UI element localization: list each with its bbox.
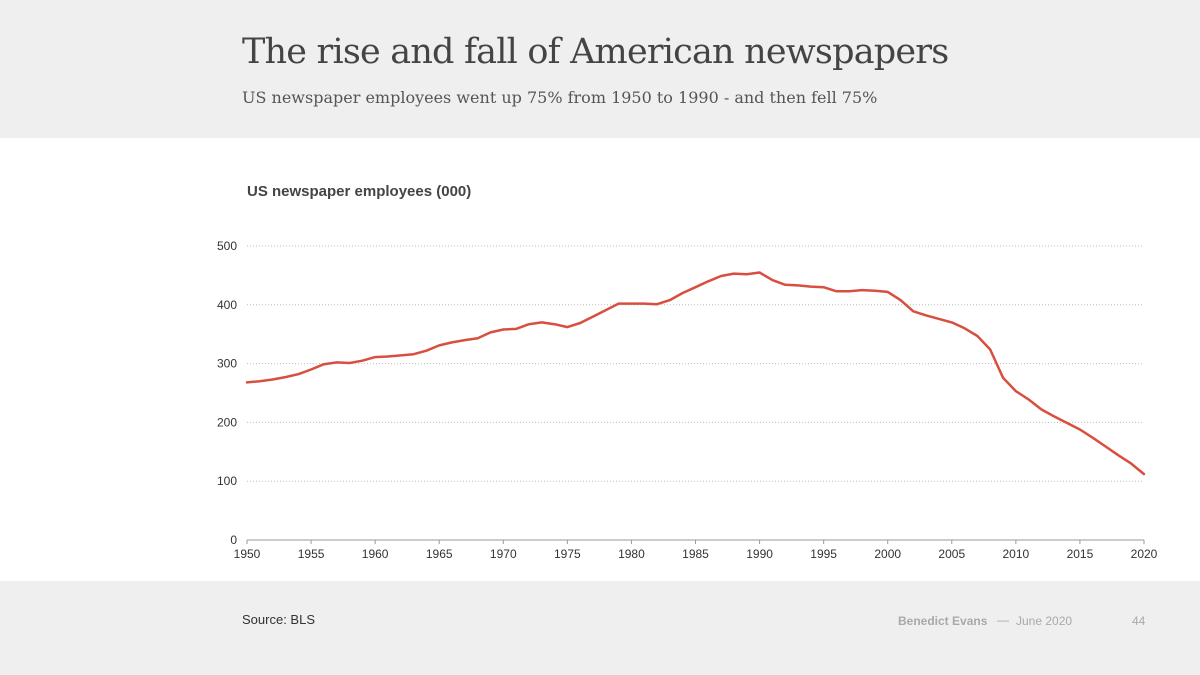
chart-series <box>245 271 1146 476</box>
x-tick-label: 1975 <box>554 547 581 561</box>
footer-band <box>0 581 1200 675</box>
y-tick-label: 500 <box>217 239 237 253</box>
y-tick-label: 200 <box>217 415 237 429</box>
series-line <box>245 271 1146 476</box>
chart-title: US newspaper employees (000) <box>247 183 471 200</box>
footer-separator: — <box>997 613 1009 627</box>
x-tick-label: 1980 <box>618 547 645 561</box>
slide-subtitle: US newspaper employees went up 75% from … <box>242 88 878 107</box>
x-tick-label: 1995 <box>810 547 837 561</box>
line-chart: US newspaper employees (000) 0 100 200 300 4… <box>217 183 1158 561</box>
x-tick-label: 2005 <box>938 547 965 561</box>
y-tick-label: 100 <box>217 474 237 488</box>
source-note: Source: BLS <box>242 612 315 627</box>
y-tick-label: 300 <box>217 357 237 371</box>
chart-area: US newspaper employees (000) 0 100 200 300 4… <box>0 138 1200 581</box>
chart-grid <box>247 245 1144 541</box>
publish-date: June 2020 <box>1016 614 1073 628</box>
slide-title: The rise and fall of American newspapers <box>242 32 949 72</box>
y-axis: 0 100 200 300 400 500 <box>217 239 237 547</box>
header-band <box>0 0 1200 138</box>
x-tick-label: 2015 <box>1067 547 1094 561</box>
y-tick-label: 400 <box>217 298 237 312</box>
x-tick-label: 2010 <box>1003 547 1030 561</box>
x-axis: 1950 1955 1960 1965 1970 1975 1980 1985 1990 1995… <box>234 540 1158 561</box>
page-number: 44 <box>1132 614 1146 628</box>
x-tick-label: 1990 <box>746 547 773 561</box>
x-tick-label: 2020 <box>1131 547 1158 561</box>
x-tick-label: 1965 <box>426 547 453 561</box>
x-tick-label: 1950 <box>234 547 261 561</box>
x-tick-label: 1960 <box>362 547 389 561</box>
x-tick-label: 2000 <box>874 547 901 561</box>
x-tick-label: 1955 <box>298 547 325 561</box>
x-tick-label: 1970 <box>490 547 517 561</box>
y-tick-label: 0 <box>230 533 237 547</box>
x-tick-label: 1985 <box>682 547 709 561</box>
author-name: Benedict Evans <box>898 614 988 628</box>
